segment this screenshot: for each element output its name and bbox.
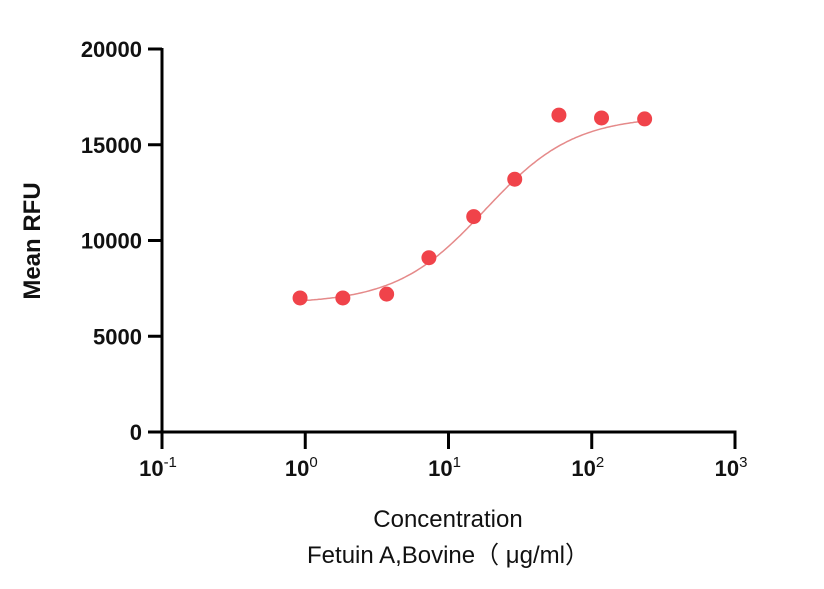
data-point: [466, 209, 482, 225]
data-point: [421, 250, 437, 266]
data-point: [379, 286, 395, 302]
x-axis-title: Concentration: [373, 506, 522, 533]
y-tick-label: 10000: [81, 229, 142, 254]
y-tick-label: 5000: [93, 324, 142, 349]
x-tick-label: 102: [571, 454, 604, 481]
data-point: [292, 290, 308, 306]
x-axis-subtitle: Fetuin A,Bovine（ μg/ml）: [307, 542, 589, 569]
y-axis-title: Mean RFU: [19, 182, 46, 299]
x-axis: 10-1 100 101 102 103: [139, 430, 748, 481]
x-tick-label: 101: [428, 454, 461, 481]
data-point: [551, 107, 567, 123]
data-point: [637, 111, 653, 127]
y-tick-label: 15000: [81, 133, 142, 158]
data-points: [292, 107, 653, 306]
y-tick-label: 20000: [81, 37, 142, 62]
x-tick-label: 100: [285, 454, 318, 481]
y-axis: 0 5000 10000 15000 20000: [81, 37, 164, 445]
data-point: [335, 290, 351, 306]
x-tick-label: 10-1: [139, 454, 177, 481]
data-point: [507, 171, 523, 187]
data-point: [594, 110, 610, 126]
y-tick-label: 0: [130, 420, 142, 445]
x-tick-label: 103: [715, 454, 748, 481]
